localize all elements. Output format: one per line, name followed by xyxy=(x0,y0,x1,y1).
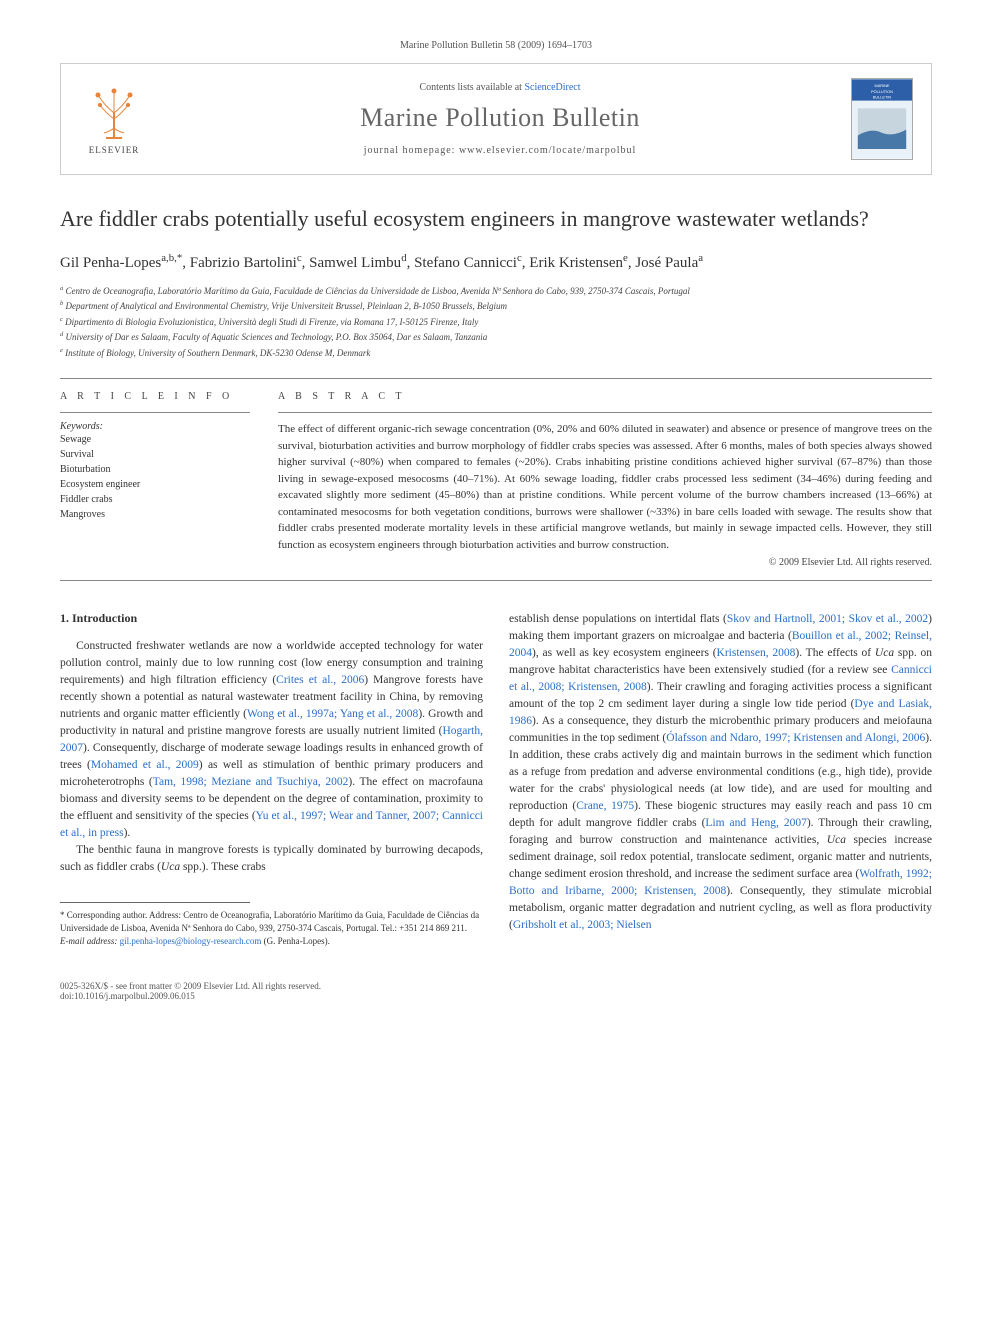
footer-left: 0025-326X/$ - see front matter © 2009 El… xyxy=(60,981,321,1001)
journal-name: Marine Pollution Bulletin xyxy=(167,103,833,133)
contents-prefix: Contents lists available at xyxy=(419,82,524,93)
affiliation: e Institute of Biology, University of So… xyxy=(60,346,932,361)
footnote-separator xyxy=(60,902,250,903)
author: Stefano Canniccic xyxy=(414,255,522,271)
corresponding-author-footnote: * Corresponding author. Address: Centro … xyxy=(60,909,483,934)
abstract-copyright: © 2009 Elsevier Ltd. All rights reserved… xyxy=(278,557,932,568)
author: José Paulaa xyxy=(635,255,703,271)
divider xyxy=(60,580,932,581)
body-paragraph: Constructed freshwater wetlands are now … xyxy=(60,638,483,842)
journal-header: ELSEVIER Contents lists available at Sci… xyxy=(60,63,932,175)
keyword: Fiddler crabs xyxy=(60,492,250,507)
journal-cover-thumbnail: MARINE POLLUTION BULLETIN xyxy=(851,78,913,160)
svg-text:POLLUTION: POLLUTION xyxy=(871,89,893,94)
right-column: establish dense populations on intertida… xyxy=(509,611,932,947)
homepage-label: journal homepage: xyxy=(364,145,459,156)
svg-text:BULLETIN: BULLETIN xyxy=(873,95,892,100)
keywords-label: Keywords: xyxy=(60,421,250,432)
homepage-line: journal homepage: www.elsevier.com/locat… xyxy=(167,145,833,156)
section-number: 1. xyxy=(60,611,69,625)
affiliation-list: a Centro de Oceanografia, Laboratório Ma… xyxy=(60,284,932,361)
publisher-logo: ELSEVIER xyxy=(79,83,149,155)
abstract-separator xyxy=(278,412,932,413)
keyword: Mangroves xyxy=(60,507,250,522)
contents-line: Contents lists available at ScienceDirec… xyxy=(167,82,833,93)
info-separator xyxy=(60,412,250,413)
abstract-heading: A B S T R A C T xyxy=(278,391,932,402)
keyword: Sewage xyxy=(60,432,250,447)
affiliation: c Dipartimento di Biologia Evoluzionisti… xyxy=(60,315,932,330)
affiliation: b Department of Analytical and Environme… xyxy=(60,299,932,314)
affiliation: d University of Dar es Salaam, Faculty o… xyxy=(60,330,932,345)
keywords-list: SewageSurvivalBioturbationEcosystem engi… xyxy=(60,432,250,522)
left-column: 1. Introduction Constructed freshwater w… xyxy=(60,611,483,947)
body-paragraph: The benthic fauna in mangrove forests is… xyxy=(60,842,483,876)
section-title-text: Introduction xyxy=(72,611,137,625)
email-label: E-mail address: xyxy=(60,936,120,946)
homepage-url[interactable]: www.elsevier.com/locate/marpolbul xyxy=(459,145,636,156)
email-suffix: (G. Penha-Lopes). xyxy=(261,936,329,946)
header-center: Contents lists available at ScienceDirec… xyxy=(167,82,833,156)
article-info-column: A R T I C L E I N F O Keywords: SewageSu… xyxy=(60,391,250,568)
keyword: Bioturbation xyxy=(60,462,250,477)
body-columns: 1. Introduction Constructed freshwater w… xyxy=(60,611,932,947)
elsevier-tree-icon xyxy=(84,83,144,143)
abstract-column: A B S T R A C T The effect of different … xyxy=(278,391,932,568)
svg-text:MARINE: MARINE xyxy=(874,83,889,88)
article-title: Are fiddler crabs potentially useful eco… xyxy=(60,205,932,234)
divider xyxy=(60,378,932,379)
info-abstract-row: A R T I C L E I N F O Keywords: SewageSu… xyxy=(60,391,932,568)
body-paragraph: establish dense populations on intertida… xyxy=(509,611,932,934)
author: Gil Penha-Lopesa,b,* xyxy=(60,255,182,271)
citation-line: Marine Pollution Bulletin 58 (2009) 1694… xyxy=(60,40,932,51)
section-heading: 1. Introduction xyxy=(60,611,483,626)
keyword: Survival xyxy=(60,447,250,462)
author: Erik Kristensene xyxy=(529,255,628,271)
author: Fabrizio Bartolinic xyxy=(190,255,302,271)
publisher-label: ELSEVIER xyxy=(89,145,140,155)
author: Samwel Limbud xyxy=(309,255,406,271)
page-footer: 0025-326X/$ - see front matter © 2009 El… xyxy=(60,981,932,1001)
author-list: Gil Penha-Lopesa,b,*, Fabrizio Bartolini… xyxy=(60,252,932,272)
sciencedirect-link[interactable]: ScienceDirect xyxy=(524,82,580,93)
article-info-heading: A R T I C L E I N F O xyxy=(60,391,250,402)
footer-copyright: 0025-326X/$ - see front matter © 2009 El… xyxy=(60,981,321,991)
email-link[interactable]: gil.penha-lopes@biology-research.com xyxy=(120,936,262,946)
keyword: Ecosystem engineer xyxy=(60,477,250,492)
abstract-text: The effect of different organic-rich sew… xyxy=(278,421,932,553)
email-footnote: E-mail address: gil.penha-lopes@biology-… xyxy=(60,935,483,948)
footer-doi: doi:10.1016/j.marpolbul.2009.06.015 xyxy=(60,991,321,1001)
affiliation: a Centro de Oceanografia, Laboratório Ma… xyxy=(60,284,932,299)
